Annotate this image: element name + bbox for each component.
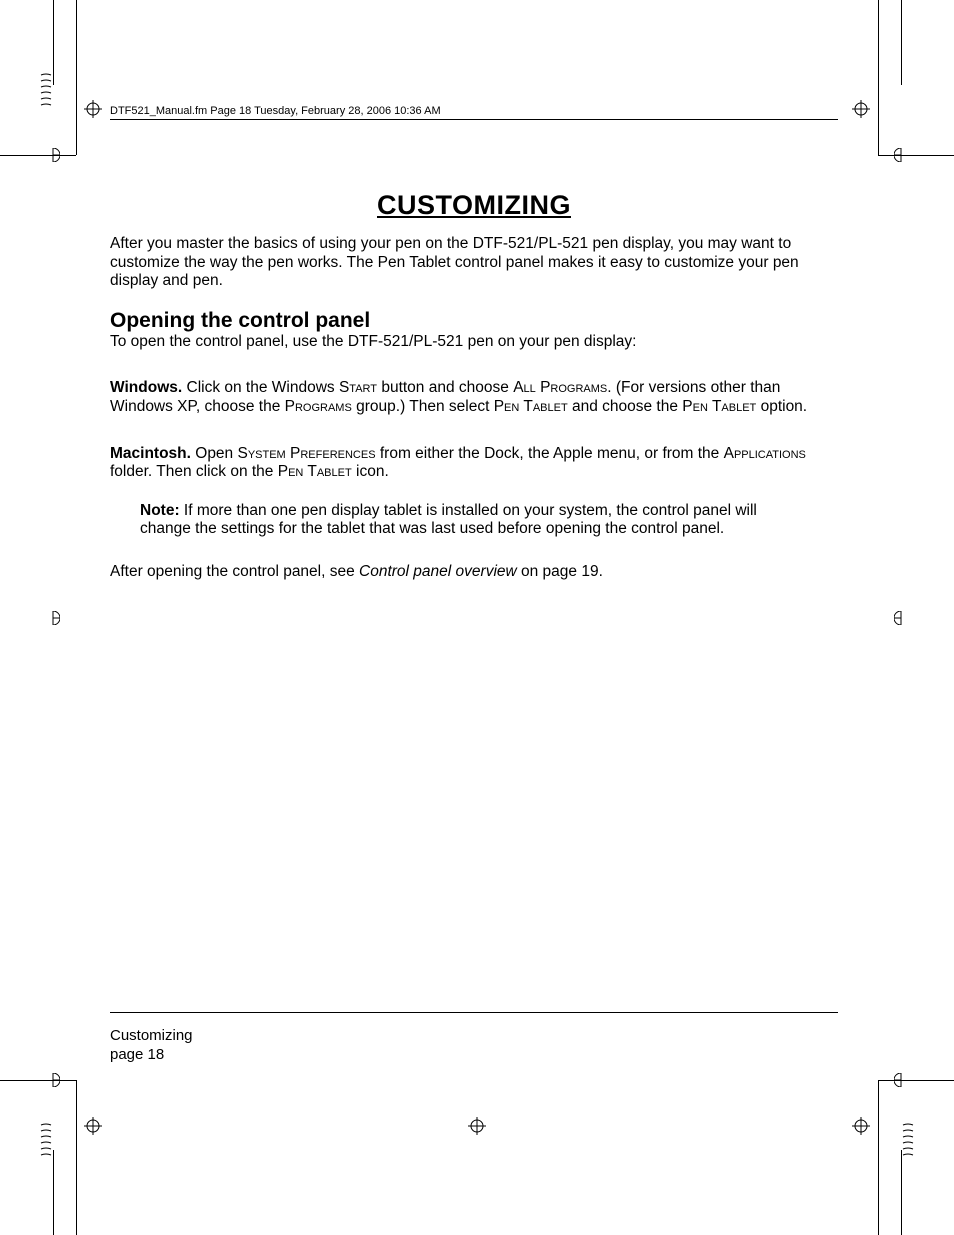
binding-coil-icon [40, 73, 52, 109]
section-intro: To open the control panel, use the DTF-5… [110, 333, 838, 352]
half-registration-mark-icon [894, 1073, 908, 1087]
binding-coil-icon [40, 1123, 52, 1159]
footer-section-name: Customizing [110, 1027, 838, 1046]
text: icon. [352, 463, 389, 480]
registration-mark-icon [852, 100, 870, 118]
note-text: If more than one pen display tablet is i… [140, 502, 757, 538]
half-registration-mark-icon [46, 148, 60, 162]
text: from either the Dock, the Apple menu, or… [376, 445, 724, 462]
registration-mark-icon [84, 1117, 102, 1135]
smallcaps-pen-tablet-2: Pen Tablet [682, 398, 756, 415]
crop-mark [0, 155, 76, 156]
registration-mark-icon [852, 1117, 870, 1135]
section-heading: Opening the control panel [110, 309, 838, 333]
smallcaps-pen-tablet-3: Pen Tablet [278, 463, 352, 480]
crop-mark [878, 1080, 879, 1235]
smallcaps-all-programs: All Programs [513, 379, 607, 396]
macintosh-label: Macintosh. [110, 445, 191, 462]
page-header-meta: DTF521_Manual.fm Page 18 Tuesday, Februa… [110, 105, 838, 120]
text: Open [191, 445, 238, 462]
intro-paragraph: After you master the basics of using you… [110, 235, 838, 291]
footer-rule [110, 1012, 838, 1013]
footer-page-number: page 18 [110, 1046, 838, 1065]
crop-mark [901, 0, 902, 85]
half-registration-mark-icon [46, 611, 60, 625]
text: and choose the [568, 398, 683, 415]
crop-mark [53, 0, 54, 85]
macintosh-paragraph: Macintosh. Open System Preferences from … [110, 445, 838, 482]
crop-mark [878, 0, 879, 155]
after-paragraph: After opening the control panel, see Con… [110, 563, 838, 582]
smallcaps-start: Start [339, 379, 377, 396]
registration-mark-icon [84, 100, 102, 118]
half-registration-mark-icon [894, 148, 908, 162]
text: folder. Then click on the [110, 463, 278, 480]
crop-mark [878, 1080, 954, 1081]
windows-label: Windows. [110, 379, 182, 396]
smallcaps-system-preferences: System Preferences [237, 445, 375, 462]
smallcaps-programs: Programs [285, 398, 352, 415]
text: button and choose [377, 379, 513, 396]
xref-control-panel-overview: Control panel overview [359, 563, 517, 580]
crop-mark [76, 1080, 77, 1235]
text: Click on the Windows [182, 379, 339, 396]
crop-mark [53, 1150, 54, 1235]
smallcaps-pen-tablet: Pen Tablet [494, 398, 568, 415]
binding-coil-icon [902, 1123, 914, 1159]
half-registration-mark-icon [894, 611, 908, 625]
crop-mark [878, 155, 954, 156]
text: option. [756, 398, 807, 415]
half-registration-mark-icon [46, 1073, 60, 1087]
smallcaps-applications: Applications [724, 445, 806, 462]
note-label: Note: [140, 502, 180, 519]
crop-mark [0, 1080, 76, 1081]
crop-mark [76, 0, 77, 155]
note-paragraph: Note: If more than one pen display table… [140, 502, 758, 539]
registration-mark-icon [468, 1117, 486, 1135]
page-title: CUSTOMIZING [110, 190, 838, 221]
windows-paragraph: Windows. Click on the Windows Start butt… [110, 379, 838, 416]
text: After opening the control panel, see [110, 563, 359, 580]
page-footer: Customizing page 18 [110, 1012, 838, 1065]
page-content: DTF521_Manual.fm Page 18 Tuesday, Februa… [110, 105, 838, 600]
text: group.) Then select [352, 398, 494, 415]
crop-mark [901, 1150, 902, 1235]
text: on page 19. [517, 563, 603, 580]
